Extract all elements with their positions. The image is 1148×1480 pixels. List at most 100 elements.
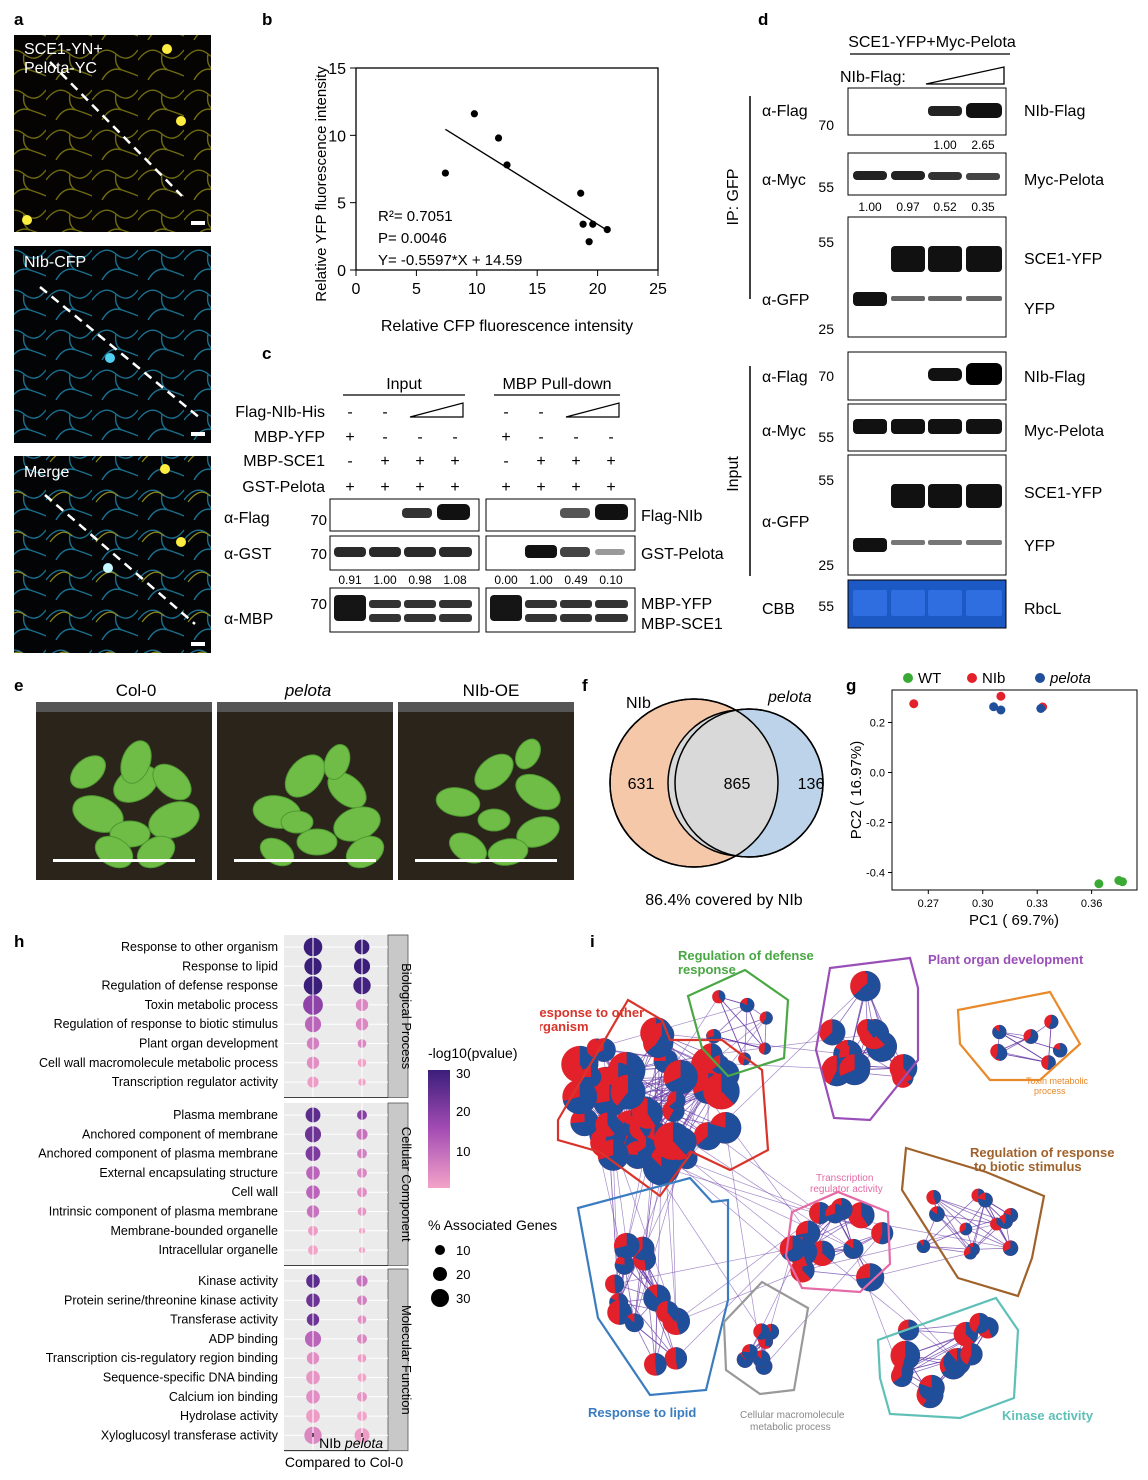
sign: - bbox=[538, 404, 543, 421]
y-axis-label: Relative YFP fluorescence intensity bbox=[313, 66, 330, 302]
network-node bbox=[963, 1246, 977, 1260]
quant-value: 0.00 bbox=[494, 573, 518, 587]
network-node bbox=[890, 1340, 921, 1371]
y-tick-label: 0.0 bbox=[870, 768, 885, 780]
mw-25: 25 bbox=[818, 557, 834, 573]
network-node bbox=[819, 1019, 846, 1046]
sign: - bbox=[347, 453, 352, 470]
panel-g-pca: WT NIb pelota 0.27 0.30 0.33 0.36 0.2 0.0 -0.2 -0… bbox=[848, 670, 1138, 929]
annotation-r2: R²= 0.7051 bbox=[378, 208, 453, 225]
go-term-label: Regulation of defense response bbox=[101, 979, 278, 993]
go-term-label: Plasma membrane bbox=[173, 1108, 278, 1122]
go-term-label: Cell wall macromolecule metabolic proces… bbox=[39, 1056, 278, 1070]
blot-gst-input bbox=[329, 535, 480, 571]
pca-point bbox=[996, 691, 1006, 701]
network-node bbox=[614, 1255, 635, 1275]
network-node bbox=[753, 1323, 770, 1340]
protein-mbp-sce1: MBP-SCE1 bbox=[641, 616, 723, 633]
sign: - bbox=[417, 429, 422, 446]
mw-55: 55 bbox=[818, 598, 834, 614]
sign: + bbox=[536, 479, 545, 496]
legend-size-title: % Associated Genes bbox=[428, 1217, 557, 1233]
go-term-label: Toxin metabolic process bbox=[145, 998, 278, 1012]
ip-protein-yfp: YFP bbox=[1024, 301, 1055, 318]
network-node bbox=[758, 1042, 771, 1055]
data-point bbox=[494, 134, 503, 142]
quant-value: 1.08 bbox=[443, 573, 467, 587]
antibody-mbp: α-MBP bbox=[224, 611, 273, 628]
input-antibody-flag: α-Flag bbox=[762, 369, 808, 386]
panel-b-label: b bbox=[262, 10, 273, 29]
annotation-p: P= 0.0046 bbox=[378, 230, 447, 247]
network-node bbox=[856, 1018, 879, 1041]
mw-25: 25 bbox=[818, 321, 834, 337]
image-cfp bbox=[14, 246, 211, 443]
label-nib-oe: NIb-OE bbox=[463, 681, 520, 700]
mw-70: 70 bbox=[818, 368, 834, 384]
data-point bbox=[441, 169, 449, 177]
label-response-to-lipid: Response to lipid bbox=[588, 1405, 696, 1420]
network-node bbox=[992, 1024, 1007, 1040]
panel-d-label: d bbox=[758, 10, 769, 29]
antibody-flag: α-Flag bbox=[224, 510, 270, 527]
network-node bbox=[610, 1074, 646, 1110]
facet-label: Cellular Component bbox=[399, 1127, 414, 1242]
facet-strip bbox=[387, 1268, 409, 1452]
quant-value: 1.00 bbox=[373, 573, 397, 587]
label-transcription-regulator: Transcription regulator activity bbox=[810, 1173, 883, 1195]
legend-size-tick: 20 bbox=[456, 1267, 470, 1282]
ip-protein-myc-pelota: Myc-Pelota bbox=[1024, 172, 1104, 189]
sign: + bbox=[536, 453, 545, 470]
y-tick-label: 5 bbox=[337, 196, 346, 213]
panel-a-microscopy bbox=[14, 35, 211, 653]
quant-value: 0.98 bbox=[408, 573, 432, 587]
quant-value: 1.00 bbox=[529, 573, 553, 587]
sign: + bbox=[380, 453, 389, 470]
facet-strip bbox=[387, 1102, 409, 1266]
y-tick-label: 0 bbox=[337, 263, 346, 280]
x-tick-label: 0.27 bbox=[918, 898, 939, 910]
network-node bbox=[562, 1079, 598, 1115]
panel-i-network: Regulation of defense response Plant orga… bbox=[540, 948, 1114, 1433]
sign: - bbox=[452, 429, 457, 446]
scale-bar bbox=[234, 859, 376, 862]
sign: - bbox=[503, 404, 508, 421]
sign: - bbox=[382, 429, 387, 446]
sign: + bbox=[345, 429, 354, 446]
network-node bbox=[649, 1022, 675, 1048]
facet-strip bbox=[387, 934, 409, 1098]
legend-tick: 20 bbox=[456, 1104, 470, 1119]
network-node bbox=[848, 1202, 875, 1229]
legend-marker bbox=[1035, 673, 1045, 683]
network-node bbox=[605, 1274, 625, 1294]
sign: + bbox=[415, 479, 424, 496]
sign: + bbox=[345, 479, 354, 496]
cluster-outline bbox=[956, 990, 1082, 1082]
network-node bbox=[825, 1203, 845, 1224]
x-tick-label: 0.30 bbox=[972, 898, 993, 910]
facet-background bbox=[284, 1103, 388, 1266]
panel-d-blots: SCE1-YFP+Myc-Pelota NIb-Flag: IP: GFP In… bbox=[725, 34, 1104, 629]
legend-tick: 30 bbox=[456, 1066, 470, 1081]
y-tick-label: 15 bbox=[328, 61, 346, 78]
blot-flag-pulldown bbox=[485, 498, 636, 532]
label-pelota: pelota bbox=[284, 681, 331, 700]
network-node bbox=[632, 1098, 663, 1129]
merge-image-label: Merge bbox=[24, 464, 70, 481]
plant-photo bbox=[217, 702, 393, 880]
network-node bbox=[960, 1343, 983, 1366]
quant-value: 1.00 bbox=[858, 200, 882, 214]
input-blot-gfp bbox=[847, 454, 1007, 576]
venn-label-nib: NIb bbox=[626, 695, 651, 712]
cfp-image-label: NIb-CFP bbox=[24, 254, 87, 271]
label-regulation-of-defense: Regulation of defense response bbox=[678, 948, 814, 977]
go-term-label: Hydrolase activity bbox=[180, 1409, 279, 1423]
input-protein-rbcl: RbcL bbox=[1024, 601, 1061, 618]
network-node bbox=[839, 1054, 871, 1086]
ramp-triangle bbox=[409, 402, 464, 418]
yfp-image-label: SCE1-YN+ Pelota-YC bbox=[24, 40, 103, 78]
pca-frame bbox=[891, 689, 1138, 891]
x-tick-label: 0.33 bbox=[1026, 898, 1047, 910]
network-node bbox=[857, 973, 878, 993]
input-protein-myc-pelota: Myc-Pelota bbox=[1024, 423, 1104, 440]
